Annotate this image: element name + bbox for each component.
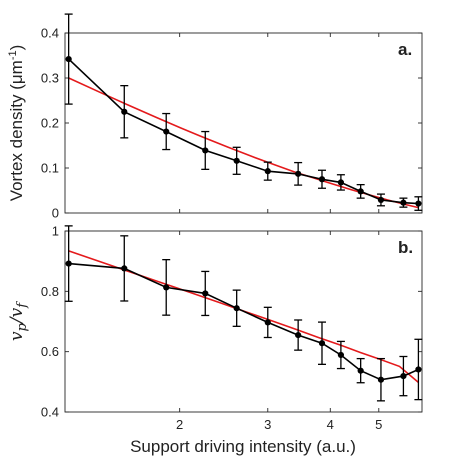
data-point: [163, 284, 170, 291]
data-point: [357, 188, 364, 195]
x-tick-label: 5: [375, 417, 382, 432]
fit-line: [68, 250, 419, 384]
data-point: [202, 147, 209, 154]
data-point: [415, 366, 422, 373]
data-point: [377, 196, 385, 204]
panel-a-y-ticks: 0 0.1 0.2 0.3 0.4: [41, 26, 422, 221]
y-tick-label: 0.3: [41, 71, 59, 86]
data-point: [337, 179, 344, 186]
y-tick-label: 0.8: [41, 284, 59, 299]
data-point: [202, 290, 209, 297]
y-tick-label: 0.4: [41, 26, 59, 41]
data-point: [318, 176, 326, 183]
panel-b: 0.4 0.6 0.8 1 2 3 4 5 b. vp/vf Support driving…: [7, 224, 423, 456]
data-point: [163, 128, 170, 135]
y-tick-label: 1: [52, 224, 59, 239]
data-point: [121, 265, 128, 272]
data-point: [295, 331, 302, 339]
y-tick-label: 0.6: [41, 344, 59, 359]
data-point: [415, 200, 422, 207]
data-line: [68, 58, 419, 205]
data-point: [337, 351, 344, 359]
data-point: [377, 376, 385, 383]
x-tick-label: 4: [327, 417, 334, 432]
x-tick-label: 2: [176, 417, 183, 432]
x-axis-label: Support driving intensity (a.u.): [130, 437, 356, 456]
data-point: [264, 319, 271, 326]
data-point: [233, 305, 240, 312]
panel-b-y-axis-label: vp/vf: [7, 301, 30, 341]
panel-a-fit-series: [68, 77, 419, 209]
panel-a-x-ticks: [179, 33, 380, 213]
data-point: [357, 367, 364, 374]
data-point: [400, 199, 407, 206]
panel-b-frame: [64, 230, 423, 413]
panel-b-x-ticks: 2 3 4 5: [176, 231, 382, 432]
panel-a-label: a.: [398, 40, 412, 59]
panel-b-label: b.: [398, 238, 413, 257]
data-point: [400, 373, 407, 380]
data-point: [65, 260, 72, 267]
panel-a-frame: [64, 32, 423, 214]
data-point: [295, 170, 302, 177]
data-point: [65, 56, 72, 63]
fit-line: [68, 77, 419, 209]
data-point: [318, 340, 326, 347]
y-tick-label: 0.4: [41, 405, 59, 420]
panel-a-data-series: [64, 13, 423, 211]
data-line: [68, 262, 419, 381]
y-tick-label: 0: [52, 206, 59, 221]
data-point: [233, 157, 240, 164]
panel-a: 0 0.1 0.2 0.3 0.4 a. Vortex density (μm-1): [7, 13, 423, 221]
panel-b-fit-series: [68, 250, 419, 384]
data-point: [264, 168, 271, 175]
data-point: [121, 108, 128, 115]
y-tick-label: 0.2: [41, 116, 59, 131]
panel-b-y-ticks: 0.4 0.6 0.8 1: [41, 224, 422, 420]
panel-a-y-axis-label: Vortex density (μm-1): [7, 45, 26, 202]
y-tick-label: 0.1: [41, 161, 59, 176]
panel-b-data-series: [64, 225, 423, 402]
x-tick-label: 3: [264, 417, 271, 432]
